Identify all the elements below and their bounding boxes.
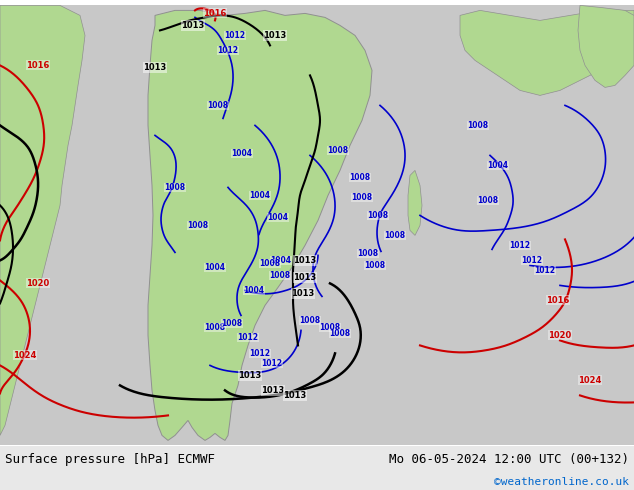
- Text: 1008: 1008: [259, 259, 281, 268]
- Text: Surface pressure [hPa] ECMWF: Surface pressure [hPa] ECMWF: [5, 453, 215, 466]
- Text: 1008: 1008: [467, 121, 489, 130]
- Text: 1020: 1020: [27, 279, 49, 288]
- Text: 1008: 1008: [384, 231, 406, 240]
- Text: 1013: 1013: [181, 21, 205, 30]
- Text: 1008: 1008: [330, 329, 351, 338]
- Text: 1004: 1004: [268, 213, 288, 222]
- Text: 1004: 1004: [271, 256, 292, 265]
- Text: 1008: 1008: [204, 323, 226, 332]
- Text: 1012: 1012: [217, 46, 238, 55]
- Text: 1012: 1012: [224, 31, 245, 40]
- Text: 1008: 1008: [269, 271, 290, 280]
- Text: 1012: 1012: [534, 266, 555, 275]
- Text: 1024: 1024: [13, 351, 37, 360]
- Polygon shape: [460, 10, 634, 96]
- Text: 1012: 1012: [261, 359, 283, 368]
- Text: 1008: 1008: [358, 249, 378, 258]
- Text: 1013: 1013: [294, 256, 316, 265]
- Text: 1008: 1008: [207, 101, 229, 110]
- Polygon shape: [408, 171, 422, 235]
- Polygon shape: [148, 10, 372, 441]
- Text: 1008: 1008: [188, 221, 209, 230]
- Text: 1013: 1013: [143, 63, 167, 72]
- Text: 1004: 1004: [205, 263, 226, 272]
- Text: 1013: 1013: [294, 273, 316, 282]
- Text: 1013: 1013: [261, 386, 285, 395]
- Text: 1024: 1024: [578, 376, 602, 385]
- Text: 1008: 1008: [327, 146, 349, 155]
- Text: 1008: 1008: [477, 196, 498, 205]
- Text: 1013: 1013: [263, 31, 287, 40]
- Text: 1013: 1013: [283, 391, 307, 400]
- Text: Mo 06-05-2024 12:00 UTC (00+132): Mo 06-05-2024 12:00 UTC (00+132): [389, 453, 629, 466]
- Text: 1020: 1020: [548, 331, 572, 340]
- Text: 1008: 1008: [368, 211, 389, 220]
- Polygon shape: [0, 5, 85, 436]
- Text: 1012: 1012: [238, 333, 259, 342]
- Text: 1008: 1008: [299, 316, 321, 325]
- Text: 1004: 1004: [250, 191, 271, 200]
- Text: 1008: 1008: [221, 319, 243, 328]
- Text: 1013: 1013: [238, 371, 262, 380]
- Text: 1008: 1008: [320, 323, 340, 332]
- Text: 1013: 1013: [292, 289, 314, 298]
- Text: 1004: 1004: [243, 286, 264, 295]
- Text: 1016: 1016: [27, 61, 49, 70]
- Text: 1012: 1012: [510, 241, 531, 250]
- Text: 1008: 1008: [349, 173, 370, 182]
- Text: 1016: 1016: [204, 9, 227, 18]
- Text: 1016: 1016: [547, 296, 570, 305]
- Text: 1004: 1004: [488, 161, 508, 170]
- Text: ©weatheronline.co.uk: ©weatheronline.co.uk: [494, 477, 629, 487]
- Text: 1004: 1004: [231, 149, 252, 158]
- Polygon shape: [578, 5, 634, 87]
- Text: 1012: 1012: [522, 256, 543, 265]
- Text: 1008: 1008: [351, 193, 373, 202]
- Text: 1008: 1008: [365, 261, 385, 270]
- Text: 1008: 1008: [164, 183, 186, 192]
- Text: 1012: 1012: [250, 349, 271, 358]
